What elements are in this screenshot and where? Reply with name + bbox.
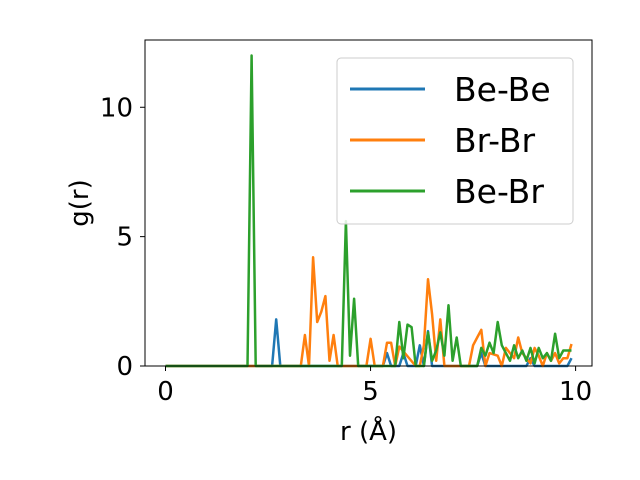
plot-frame [144, 39, 593, 367]
x-axis-label: r (Å) [340, 415, 397, 447]
legend-label-be-br: Be-Br [454, 172, 544, 211]
x-tick-label: 0 [157, 377, 174, 407]
legend: Be-Be Br-Br Be-Br [336, 57, 574, 225]
axes-layer: 0 5 10 0 5 10 [100, 39, 593, 407]
x-tick-label: 5 [362, 377, 379, 407]
legend-label-be-be: Be-Be [454, 70, 551, 109]
y-tick-label: 5 [116, 223, 133, 253]
y-tick-label: 10 [100, 93, 133, 123]
y-axis-label: g(r) [65, 179, 95, 226]
legend-box [336, 57, 574, 225]
y-tick-label: 0 [116, 352, 133, 382]
legend-label-br-br: Br-Br [454, 121, 535, 160]
x-tick-label: 10 [559, 377, 592, 407]
